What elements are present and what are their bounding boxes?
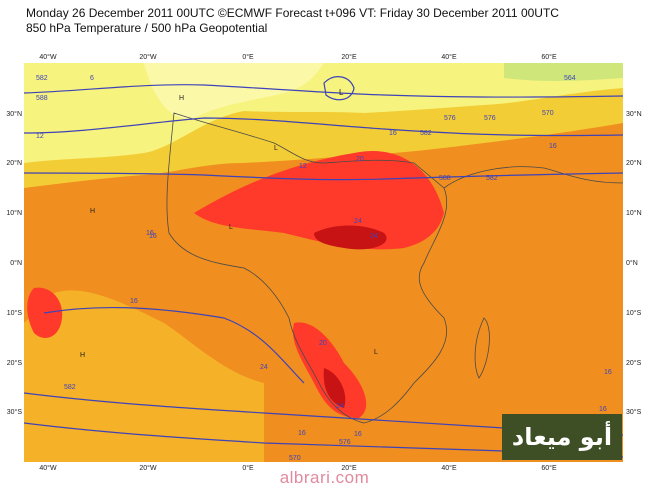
geopotential-contour-4 bbox=[43, 306, 305, 384]
contour-label: 16 bbox=[149, 233, 157, 240]
brand-arabic-text: أبو ميعاد bbox=[511, 423, 613, 451]
contour-label: 24 bbox=[260, 364, 268, 371]
contour-label: 582 bbox=[36, 75, 48, 82]
contour-label: H bbox=[179, 95, 184, 102]
lat-label-left: 10°S bbox=[6, 310, 22, 317]
map-canvas: 582 588 6 12 16 H L 12 16 L 576 570 564 … bbox=[24, 63, 623, 462]
coastline-madagascar bbox=[474, 317, 490, 379]
contour-label: 6 bbox=[90, 75, 94, 82]
lat-label-right: 0°N bbox=[626, 260, 638, 267]
contour-label: 16 bbox=[130, 298, 138, 305]
contour-label: 570 bbox=[289, 455, 301, 462]
lon-label-bottom: 60°E bbox=[541, 465, 557, 472]
site-footer: albrari.com bbox=[279, 468, 370, 487]
contour-label: L bbox=[374, 349, 378, 356]
lat-label-right: 10°N bbox=[626, 210, 642, 217]
lat-label-right: 30°S bbox=[626, 409, 642, 416]
geopotential-contour-3 bbox=[24, 172, 623, 181]
chart-title: Monday 26 December 2011 00UTC ©ECMWF For… bbox=[26, 6, 559, 36]
contour-label: 16 bbox=[599, 406, 607, 413]
warm-band-south bbox=[24, 290, 264, 462]
contour-label: 582 bbox=[486, 175, 498, 182]
contour-label: 12 bbox=[299, 163, 307, 170]
contour-label: 576 bbox=[444, 115, 456, 122]
contour-label: 582 bbox=[64, 384, 76, 391]
lon-label-bottom: 40°W bbox=[39, 465, 57, 472]
lat-label-right: 20°S bbox=[626, 360, 642, 367]
coastline-africa bbox=[166, 112, 448, 424]
lon-label-bottom: 20°W bbox=[139, 465, 157, 472]
lat-label-left: 0°N bbox=[10, 260, 22, 267]
contour-label: 20 bbox=[319, 340, 327, 347]
contour-label: 582 bbox=[420, 130, 432, 137]
contour-label: H bbox=[90, 208, 95, 215]
low-pressure-loop bbox=[323, 76, 355, 101]
hot-zone-south bbox=[293, 322, 367, 418]
lat-label-left: 20°N bbox=[6, 160, 22, 167]
hot-zone-sahel bbox=[194, 151, 444, 250]
contour-label: 564 bbox=[564, 75, 576, 82]
brand-watermark: أبو ميعاد bbox=[502, 414, 622, 460]
green-patch-north bbox=[504, 63, 623, 82]
lon-label-bottom: 40°E bbox=[441, 465, 457, 472]
contour-label: 570 bbox=[542, 110, 554, 117]
contour-label: H bbox=[80, 352, 85, 359]
contour-label: 16 bbox=[604, 369, 612, 376]
cool-core-north bbox=[144, 63, 324, 119]
contour-label: 24 bbox=[336, 403, 344, 410]
contour-label: 588 bbox=[439, 175, 451, 182]
contour-label: L bbox=[229, 224, 233, 231]
contour-label: 16 bbox=[146, 230, 154, 237]
geopotential-contour-1 bbox=[24, 84, 623, 98]
lat-label-left: 10°N bbox=[6, 210, 22, 217]
lat-label-right: 10°S bbox=[626, 310, 642, 317]
hottest-core-sahel bbox=[314, 225, 387, 250]
lon-label-bottom: 20°E bbox=[341, 465, 357, 472]
contour-label: L bbox=[339, 88, 344, 97]
contour-label: 588 bbox=[36, 95, 48, 102]
title-line-2: 850 hPa Temperature / 500 hPa Geopotenti… bbox=[26, 21, 268, 35]
contour-label: 16 bbox=[549, 143, 557, 150]
contour-label: 16 bbox=[298, 430, 306, 437]
geopotential-contour-2 bbox=[24, 117, 623, 137]
contour-label: L bbox=[274, 145, 278, 152]
title-line-1: Monday 26 December 2011 00UTC ©ECMWF For… bbox=[26, 6, 559, 20]
contour-label: 20 bbox=[356, 156, 364, 163]
hottest-core-south bbox=[323, 368, 346, 408]
lon-label-top: 40°E bbox=[441, 54, 457, 61]
contour-label: 24 bbox=[354, 218, 362, 225]
contour-label: 16 bbox=[389, 130, 397, 137]
lon-label-top: 20°E bbox=[341, 54, 357, 61]
lat-label-right: 20°N bbox=[626, 160, 642, 167]
lon-label-top: 40°W bbox=[39, 54, 57, 61]
forecast-map: 582 588 6 12 16 H L 12 16 L 576 570 564 … bbox=[24, 63, 623, 462]
contour-label: 576 bbox=[339, 439, 351, 446]
contour-label: 16 bbox=[354, 431, 362, 438]
lat-label-left: 20°S bbox=[6, 360, 22, 367]
lon-label-top: 60°E bbox=[541, 54, 557, 61]
lat-label-left: 30°N bbox=[6, 111, 22, 118]
contour-label: 576 bbox=[484, 115, 496, 122]
lon-label-top: 20°W bbox=[139, 54, 157, 61]
contour-label-layer: 582 588 6 12 16 H L 12 16 L 576 570 564 … bbox=[36, 75, 612, 462]
contour-label: 24 bbox=[370, 233, 378, 240]
lat-label-left: 30°S bbox=[6, 409, 22, 416]
lat-label-right: 30°N bbox=[626, 111, 642, 118]
lon-label-top: 0°E bbox=[242, 54, 254, 61]
contour-label: 12 bbox=[36, 133, 44, 140]
lon-label-bottom: 0°E bbox=[242, 465, 254, 472]
